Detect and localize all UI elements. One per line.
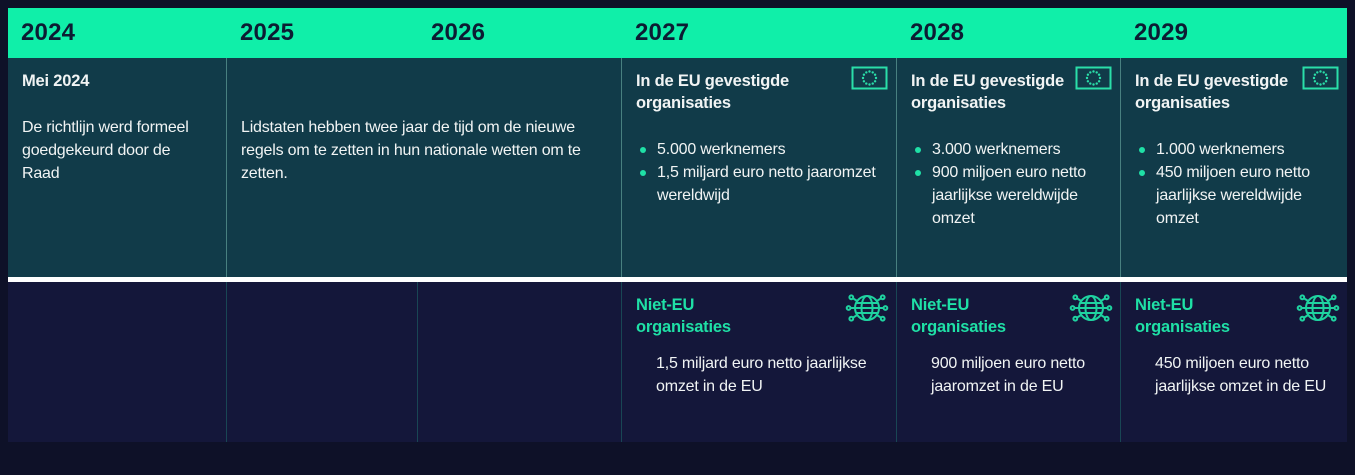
eu-2028-bullets: 3.000 werknemers 900 miljoen euro netto … xyxy=(911,138,1106,230)
year-header-2027: 2027 xyxy=(635,19,690,46)
may-2024-body: De richtlijn werd formeel goedgekeurd do… xyxy=(22,119,189,182)
eu-2027-bullets: 5.000 werknemers 1,5 miljard euro netto … xyxy=(636,138,882,207)
cell-eu-2027: In de EU gevestigde organisaties 5.000 w… xyxy=(622,58,897,277)
cell-non-eu-2027: Niet-EU organisaties xyxy=(622,282,897,442)
cell-eu-2028: In de EU gevestigde organisaties 3.000 w… xyxy=(897,58,1121,277)
timeline-axis-line xyxy=(8,277,1347,282)
year-header-2028: 2028 xyxy=(910,19,965,46)
cell-non-eu-2029: Niet-EU organisaties xyxy=(1121,282,1347,442)
cell-may-2024: Mei 2024 De richtlijn werd formeel goedg… xyxy=(8,58,227,277)
cell-transposition-2025-2026: Lidstaten hebben twee jaar de tijd om de… xyxy=(227,58,622,277)
may-2024-title: Mei 2024 xyxy=(22,72,90,90)
bullet-item: 900 miljoen euro netto jaarlijkse wereld… xyxy=(911,161,1106,230)
eu-flag-icon xyxy=(1075,66,1112,90)
non-eu-2029-heading: Niet-EU organisaties xyxy=(1135,296,1230,336)
bullet-item: 1.000 werknemers xyxy=(1135,138,1333,161)
transposition-body: Lidstaten hebben twee jaar de tijd om de… xyxy=(241,119,581,182)
year-header-2029: 2029 xyxy=(1134,19,1189,46)
bullet-item: 5.000 werknemers xyxy=(636,138,882,161)
cell-empty-2026 xyxy=(418,282,622,442)
globe-network-icon xyxy=(845,294,889,322)
non-eu-2027-body: 1,5 miljard euro netto jaarlijkse omzet … xyxy=(656,355,867,395)
bullet-item: 1,5 miljard euro netto jaaromzet wereldw… xyxy=(636,161,882,207)
year-header-2024: 2024 xyxy=(21,19,76,46)
eu-flag-icon xyxy=(1302,66,1339,90)
eu-2028-heading: In de EU gevestigde organisaties xyxy=(911,72,1064,112)
bullet-item: 450 miljoen euro netto jaarlijkse wereld… xyxy=(1135,161,1333,230)
globe-network-icon xyxy=(1069,294,1113,322)
non-eu-2027-heading: Niet-EU organisaties xyxy=(636,296,731,336)
bullet-item: 3.000 werknemers xyxy=(911,138,1106,161)
cell-non-eu-2028: Niet-EU organisaties xyxy=(897,282,1121,442)
timeline-table: 2024 2025 2026 2027 2028 2029 Mei 2024 D… xyxy=(8,8,1347,442)
non-eu-2028-body: 900 miljoen euro netto jaaromzet in de E… xyxy=(931,355,1085,395)
non-eu-2028-heading: Niet-EU organisaties xyxy=(911,296,1006,336)
eu-flag-icon xyxy=(851,66,888,90)
cell-empty-2024 xyxy=(8,282,227,442)
eu-2027-heading: In de EU gevestigde organisaties xyxy=(636,72,789,112)
year-header-2026: 2026 xyxy=(431,19,486,46)
eu-2029-bullets: 1.000 werknemers 450 miljoen euro netto … xyxy=(1135,138,1333,230)
non-eu-2029-body: 450 miljoen euro netto jaarlijkse omzet … xyxy=(1155,355,1327,395)
non-eu-organisations-row: Niet-EU organisaties xyxy=(8,282,1347,442)
eu-2029-heading: In de EU gevestigde organisaties xyxy=(1135,72,1288,112)
globe-network-icon xyxy=(1296,294,1340,322)
cell-empty-2025 xyxy=(227,282,418,442)
year-header-row: 2024 2025 2026 2027 2028 2029 xyxy=(8,8,1347,58)
cell-eu-2029: In de EU gevestigde organisaties 1.000 w… xyxy=(1121,58,1347,277)
eu-organisations-row: Mei 2024 De richtlijn werd formeel goedg… xyxy=(8,58,1347,277)
year-header-2025: 2025 xyxy=(240,19,295,46)
